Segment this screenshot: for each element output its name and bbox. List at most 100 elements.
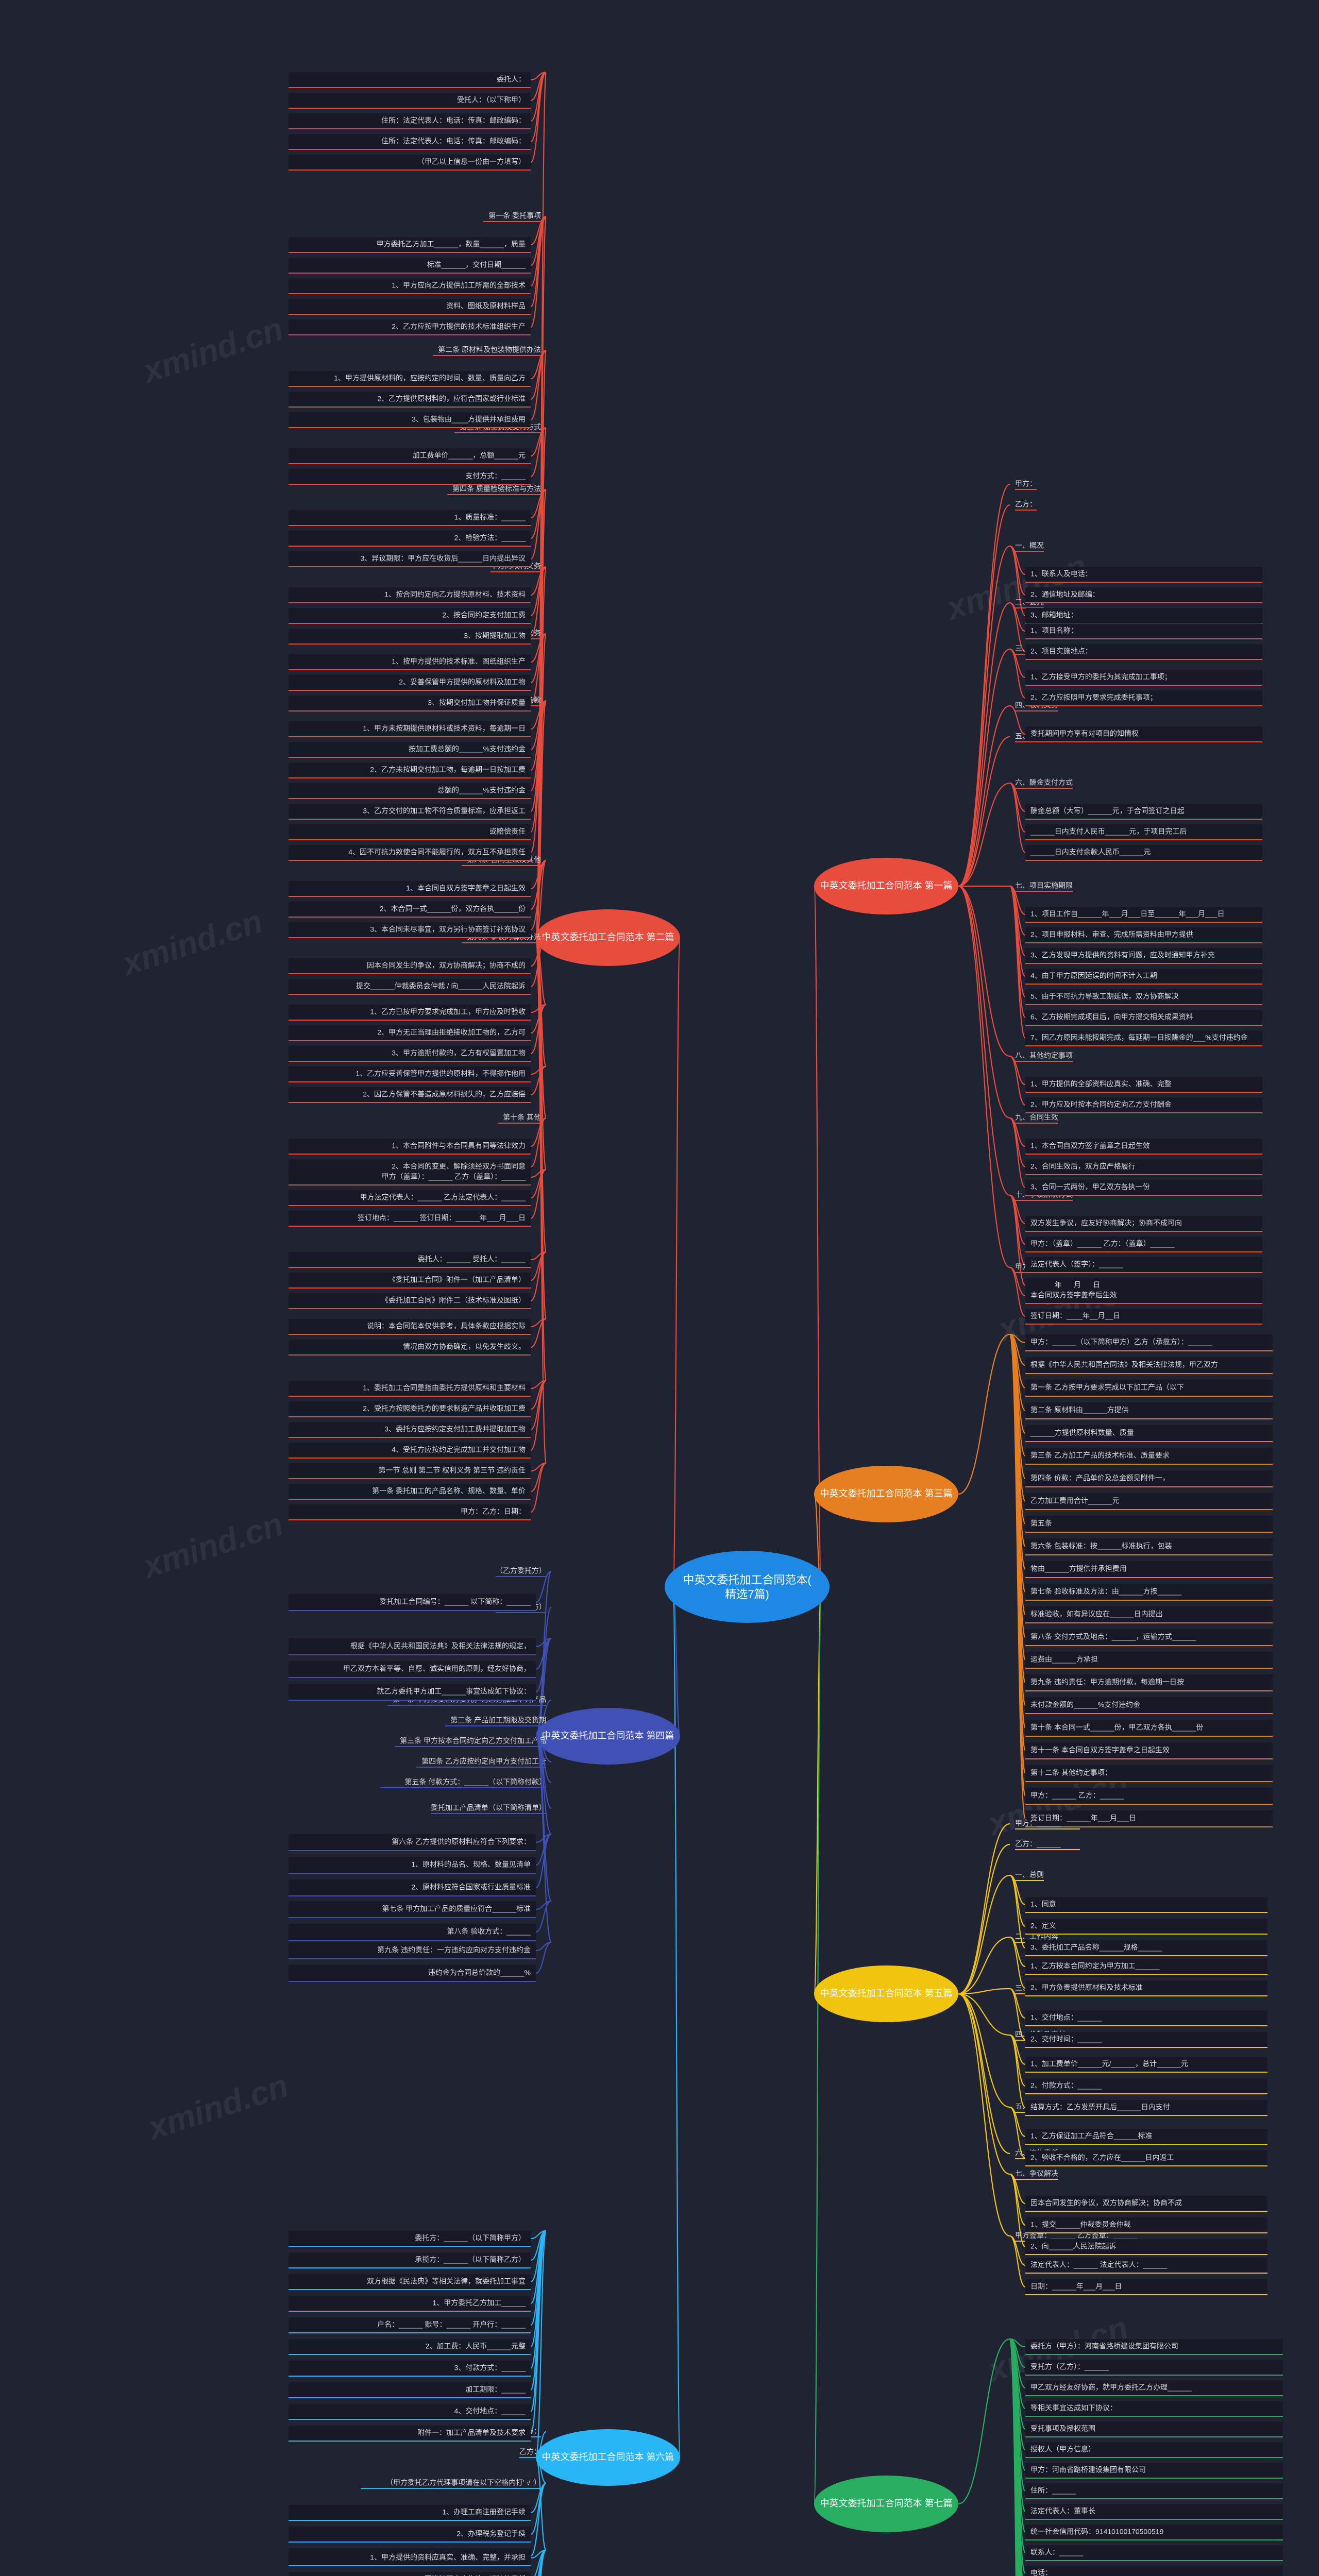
- edge-n1-branch: [958, 886, 1010, 1056]
- leaf-text: 第一条 乙方按甲方要求完成以下加工产品（以下: [1030, 1383, 1184, 1392]
- leaf-text: 第六条 乙方提供的原材料应符合下列要求：: [392, 1838, 531, 1846]
- branch-label: 一、概况: [1015, 541, 1044, 550]
- leaf-text: 1、原材料的品名、规格、数量见清单: [411, 1860, 531, 1869]
- leaf-text: 委托人：______ 受托人：______: [418, 1255, 526, 1263]
- leaf-text: 第一条 委托加工的产品名称、规格、数量、单价: [372, 1487, 526, 1495]
- leaf-text: 2、项目实施地点：: [1030, 647, 1092, 655]
- leaf-text: 1、甲方应向乙方提供加工所需的全部技术: [392, 281, 526, 290]
- leaf-text: 联系人：______: [1030, 2548, 1084, 2556]
- branch-label: 第四条 质量检验标准与方法: [452, 485, 541, 493]
- leaf-text: 电话：______: [1030, 2569, 1076, 2576]
- leaf-text: 1、委托加工合同是指由委托方提供原料和主要材料: [363, 1384, 526, 1392]
- edge-n1-branch: [958, 603, 1010, 886]
- leaf-text: 第九条 违约责任：一方违约应向对方支付违约金: [377, 1946, 531, 1954]
- edge-n5-branch: [958, 1994, 1010, 2107]
- branch-label: 甲方：: [1015, 480, 1037, 488]
- edge-leaf: [1010, 706, 1025, 734]
- leaf-text: 3、本合同未尽事宜，双方另行协商签订补充协议: [370, 925, 526, 934]
- branch-label: 第二条 产品加工期限及交货期: [450, 1716, 546, 1724]
- center-node[interactable]: [665, 1551, 830, 1623]
- leaf-text: 2、按合同约定支付加工费: [442, 611, 526, 619]
- leaf-text: 甲方法定代表人：______ 乙方法定代表人：______: [360, 1193, 526, 1201]
- leaf-box[interactable]: [1025, 1516, 1273, 1532]
- leaf-text: 标准验收，如有异议应在______日内提出: [1030, 1610, 1163, 1618]
- leaf-text: 2、通信地址及邮编：: [1030, 590, 1100, 599]
- center-title-line1: 中英文委托加工合同范本(: [683, 1573, 811, 1586]
- leaf-text: 根据《中华人民共和国合同法》及相关法律法规，甲乙双方: [1030, 1361, 1218, 1369]
- leaf-text: 第七条 甲方加工产品的质量应符合______标准: [382, 1905, 531, 1913]
- leaf-text: 支付方式：______: [465, 472, 526, 480]
- leaf-text: 2、受托方按照委托方的要求制造产品并收取加工费: [363, 1404, 526, 1413]
- leaf-text: 《委托加工合同》附件二（技术标准及图纸）: [381, 1296, 526, 1304]
- leaf-text: 运费由______方承担: [1030, 1655, 1098, 1664]
- leaf-text: 4、由于甲方原因延误的时间不计入工期: [1030, 972, 1157, 980]
- edge-center-to-n2: [673, 938, 680, 1587]
- leaf-text: 统一社会信用代码：91410100170500519: [1030, 2528, 1164, 2536]
- edge-n5-branch: [958, 1937, 1010, 1994]
- leaf-text: 1、联系人及电话：: [1030, 570, 1092, 578]
- edge-n1-branch: [958, 886, 1010, 1195]
- leaf-text: 委托加工合同编号：______ 以下简称：______: [380, 1598, 531, 1606]
- leaf-text: 第八条 验收方式：______: [447, 1927, 531, 1936]
- leaf-box[interactable]: [1025, 1897, 1267, 1912]
- leaf-text: 物由______方提供并承担费用: [1030, 1565, 1127, 1573]
- leaf-text: 甲方：（盖章）______ 乙方：（盖章）______: [1030, 1240, 1175, 1248]
- leaf-text: 根据《中华人民共和国民法典》及相关法律法规的规定，: [350, 1642, 531, 1650]
- leaf-text: 双方发生争议，应友好协商解决；协商不成可向: [1030, 1219, 1182, 1228]
- leaf-text: 2、甲方应及时按本合同约定向乙方支付酬金: [1030, 1100, 1172, 1109]
- leaf-box[interactable]: [1025, 1919, 1267, 1934]
- leaf-text: 甲方：河南省路桥建设集团有限公司: [1030, 2466, 1146, 2474]
- edge-leaf: [1010, 783, 1025, 832]
- leaf-text: 《委托加工合同》附件一（加工产品清单）: [388, 1276, 526, 1284]
- leaf-text: 户名：______ 账号：______ 开户行：______: [377, 2320, 526, 2329]
- leaf-text: 第四条 价款：产品单价及总金额见附件一，: [1030, 1474, 1170, 1482]
- leaf-text: 说明：本合同范本仅供参考，具体条款应根据实际: [367, 1322, 526, 1330]
- leaf-text: 2、合同生效后，双方应严格履行: [1030, 1162, 1136, 1171]
- leaf-text: 乙方加工费用合计______元: [1030, 1497, 1120, 1505]
- leaf-text: 3、邮箱地址：: [1030, 611, 1078, 619]
- watermark: xmind.cn: [116, 902, 267, 982]
- leaf-text: 1、乙方应妥善保管甲方提供的原材料，不得挪作他用: [356, 1070, 526, 1078]
- branch-label: 六、酬金支付方式: [1015, 778, 1073, 787]
- leaf-text: 3、合同一式两份，甲乙双方各执一份: [1030, 1183, 1150, 1191]
- main-node-label-n5: 中英文委托加工合同范本 第五篇: [820, 1988, 953, 1998]
- leaf-text: 1、本合同自双方签字盖章之日起生效: [1030, 1142, 1150, 1150]
- leaf-text: 住所：法定代表人：电话：传真：邮政编码：: [381, 137, 526, 145]
- leaf-text: 1、甲方提供的资料应真实、准确、完整，并承担: [370, 2553, 526, 2562]
- edge-leaf: [531, 2483, 546, 2534]
- leaf-text: 3、包装物由____方提供并承担费用: [412, 415, 526, 423]
- leaf-text: 3、乙方交付的加工物不符合质量标准，应承担返工: [363, 807, 526, 815]
- main-node-label-n7: 中英文委托加工合同范本 第七篇: [820, 2498, 953, 2509]
- leaf-text: 酬金总额（大写）______元，于合同签订之日起: [1030, 807, 1185, 815]
- main-node-label-n2: 中英文委托加工合同范本 第二篇: [542, 932, 674, 942]
- leaf-text: 第一节 总则 第二节 权利义务 第三节 违约责任: [379, 1466, 526, 1475]
- leaf-text: 甲乙双方本着平等、自愿、诚实信用的原则，经友好协商，: [343, 1665, 531, 1673]
- leaf-box[interactable]: [289, 72, 531, 88]
- edge-n1-branch: [958, 706, 1010, 886]
- leaf-text: 第七条 验收标准及方法：由______方按______: [1030, 1587, 1182, 1596]
- edge-leaf: [1010, 2174, 1025, 2225]
- branch-label: 七、项目实施期限: [1015, 882, 1073, 890]
- leaf-text: 2、验收不合格的，乙方应在______日内返工: [1030, 2154, 1174, 2162]
- branch-label: 委托加工产品清单（以下简称清单）: [431, 1804, 546, 1812]
- leaf-text: 4、交付地点：______: [454, 2407, 526, 2415]
- leaf-text: 未付款金额的______%支付违约金: [1030, 1701, 1140, 1709]
- leaf-text: 4、因不可抗力致使合同不能履行的，双方互不承担责任: [348, 848, 526, 856]
- leaf-text: 1、乙方保证加工产品符合______标准: [1030, 2132, 1153, 2140]
- leaf-text: 授权人（甲方信息）: [1030, 2445, 1095, 2453]
- watermark: xmind.cn: [137, 1505, 288, 1585]
- leaf-text: 1、甲方提供原材料的，应按约定的时间、数量、质量向乙方: [334, 374, 526, 382]
- edge-leaf: [1010, 1875, 1025, 1926]
- edge-n5-branch: [958, 1994, 1010, 2154]
- leaf-text: ______日内支付余款人民币______元: [1030, 848, 1151, 856]
- leaf-text: 2、乙方应按甲方提供的技术标准组织生产: [392, 323, 526, 331]
- leaf-text: 甲方（盖章）：______ 乙方（盖章）：______: [382, 1173, 526, 1181]
- leaf-text: 2、交付时间：______: [1030, 2035, 1102, 2043]
- leaf-text: 签订地点：______ 签订日期：______年___月___日: [358, 1214, 526, 1222]
- leaf-text: 1、按合同约定向乙方提供原材料、技术资料: [384, 590, 526, 599]
- edge-leaf: [1010, 2035, 1025, 2108]
- leaf-text: 按加工费总额的______%支付违约金: [409, 745, 526, 753]
- leaf-text: 受托人：（以下称甲）: [457, 96, 526, 104]
- branch-label: 一、总则: [1015, 1871, 1044, 1879]
- leaf-text: 法定代表人：______ 法定代表人：______: [1030, 2261, 1168, 2269]
